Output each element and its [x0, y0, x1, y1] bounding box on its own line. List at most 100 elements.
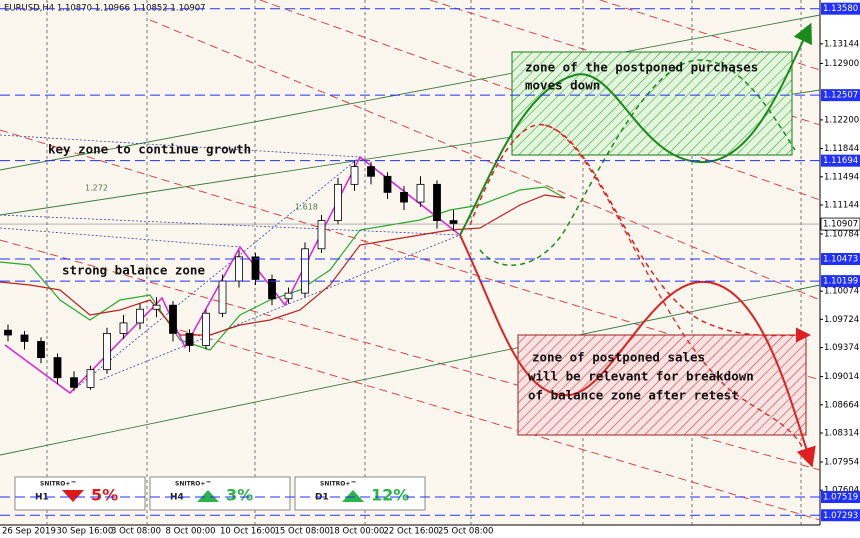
indicator-arrow: [197, 490, 219, 502]
fib-label: 1.618: [295, 203, 318, 212]
indicator-brand: SNITRO+™: [320, 481, 356, 488]
candle-body: [433, 183, 441, 222]
indicator-value: 3%: [226, 486, 253, 505]
fib-lines: [0, 134, 461, 394]
annotation: will be relevant for breakdown: [528, 369, 754, 384]
level-label-bg: [821, 2, 860, 15]
y-tick-label: 1.07954: [824, 457, 859, 467]
level-label-bg: [821, 154, 860, 167]
level-label-bg: [821, 509, 860, 522]
indicator-timeframe: H4: [170, 493, 184, 503]
x-tick-label: 22 Oct 16:00: [384, 527, 439, 537]
level-label: 1.13580: [823, 4, 858, 14]
candle-body: [334, 183, 342, 222]
current-price-label: 1.10907: [823, 220, 858, 230]
candle-body: [449, 220, 458, 225]
y-tick-label: 1.09724: [824, 315, 859, 325]
candle-body: [400, 192, 408, 203]
level-label: 1.10199: [823, 277, 858, 287]
level-label: 1.07293: [823, 511, 858, 521]
sales-zone: [517, 334, 807, 436]
y-tick-label: 1.09374: [824, 343, 859, 353]
forecast-up-alt: [479, 59, 796, 266]
indicator-arrow: [62, 490, 84, 502]
indicator-brand: SNITRO+™: [175, 481, 211, 488]
candle-body: [251, 256, 260, 280]
candle-body: [383, 175, 392, 193]
forecast-down-alt: [469, 123, 811, 343]
chart-title: EURUSD,H4 1.10870 1.10966 1.10852 1.1090…: [4, 4, 206, 14]
y-tick-label: 1.12900: [824, 59, 859, 69]
candle-body: [70, 377, 78, 388]
indicator-arrow: [342, 490, 364, 502]
level-label: 1.10473: [823, 255, 858, 265]
ichimoku-span-b: [0, 194, 566, 336]
candle-body: [202, 312, 210, 346]
forecast-down: [459, 234, 816, 468]
y-tick-label: 1.08664: [824, 400, 859, 410]
candle-body: [86, 369, 95, 388]
x-tick-label: 25 Oct 08:00: [438, 527, 493, 537]
y-tick-label: 1.12200: [824, 115, 859, 125]
candle-body: [152, 304, 161, 310]
level-label-bg: [821, 275, 860, 288]
level-label: 1.12507: [823, 91, 858, 101]
indicator-panel: [294, 476, 426, 511]
annotation: strong balance zone: [62, 263, 205, 278]
x-tick-label: 3 Oct 08:00: [111, 527, 161, 537]
forecast-down-alt: [544, 124, 811, 461]
candle-body: [53, 357, 62, 379]
candle-body: [350, 166, 359, 185]
annotation: key zone to continue growth: [48, 142, 251, 157]
candle-body: [20, 334, 29, 342]
level-label-bg: [821, 491, 860, 504]
x-tick-label: 30 Sep 16:00: [57, 527, 114, 537]
candle-body: [317, 220, 326, 250]
candle-body: [185, 333, 194, 346]
level-label-bg: [821, 253, 860, 266]
y-tick-label: 1.10074: [824, 287, 859, 297]
y-tick-label: 1.11844: [824, 144, 859, 154]
candle-body: [284, 292, 293, 300]
x-tick-label: 26 Sep 2019: [2, 527, 56, 537]
candle-body: [235, 256, 243, 282]
candle-body: [103, 333, 111, 371]
annotation: zone of postponed sales: [532, 350, 705, 365]
forecast-up: [459, 22, 812, 236]
current-price-bg: [820, 217, 860, 231]
annotation: zone of the postponed purchases: [525, 60, 758, 75]
candle-body: [416, 183, 425, 203]
candle-body: [268, 279, 276, 300]
x-tick-label: 8 Oct 00:00: [166, 527, 216, 537]
candle-body: [218, 280, 227, 314]
indicator-panel: [149, 476, 291, 511]
y-tick-label: 1.08314: [824, 428, 859, 438]
candles: [4, 160, 458, 391]
level-label: 1.11694: [823, 156, 858, 166]
y-tick-label: 1.07604: [824, 486, 859, 496]
indicator-value: 5%: [91, 486, 118, 505]
y-tick-label: 1.13144: [824, 39, 859, 49]
candle-body: [169, 304, 177, 334]
x-tick-label: 18 Oct 00:00: [329, 527, 384, 537]
y-tick-label: 1.09014: [824, 372, 859, 382]
candle-body: [4, 329, 12, 336]
indicator-brand: SNITRO+™: [40, 481, 76, 488]
candle-body: [136, 308, 144, 324]
x-tick-label: 15 Oct 08:00: [275, 527, 330, 537]
time-axis: [0, 525, 820, 538]
y-tick-label: 1.11494: [824, 172, 859, 182]
y-tick-label: 1.11144: [824, 200, 859, 210]
zigzag: [4, 155, 461, 394]
indicator-timeframe: H1: [35, 493, 49, 503]
fib-label: 1.272: [85, 184, 108, 193]
indicator-value: 12%: [371, 486, 409, 505]
candle-body: [367, 166, 375, 177]
annotation: of balance zone after retest: [528, 388, 739, 403]
level-label-bg: [821, 89, 860, 102]
level-label: 1.07519: [823, 493, 858, 503]
candle-body: [37, 341, 45, 358]
candle-body: [119, 322, 128, 334]
